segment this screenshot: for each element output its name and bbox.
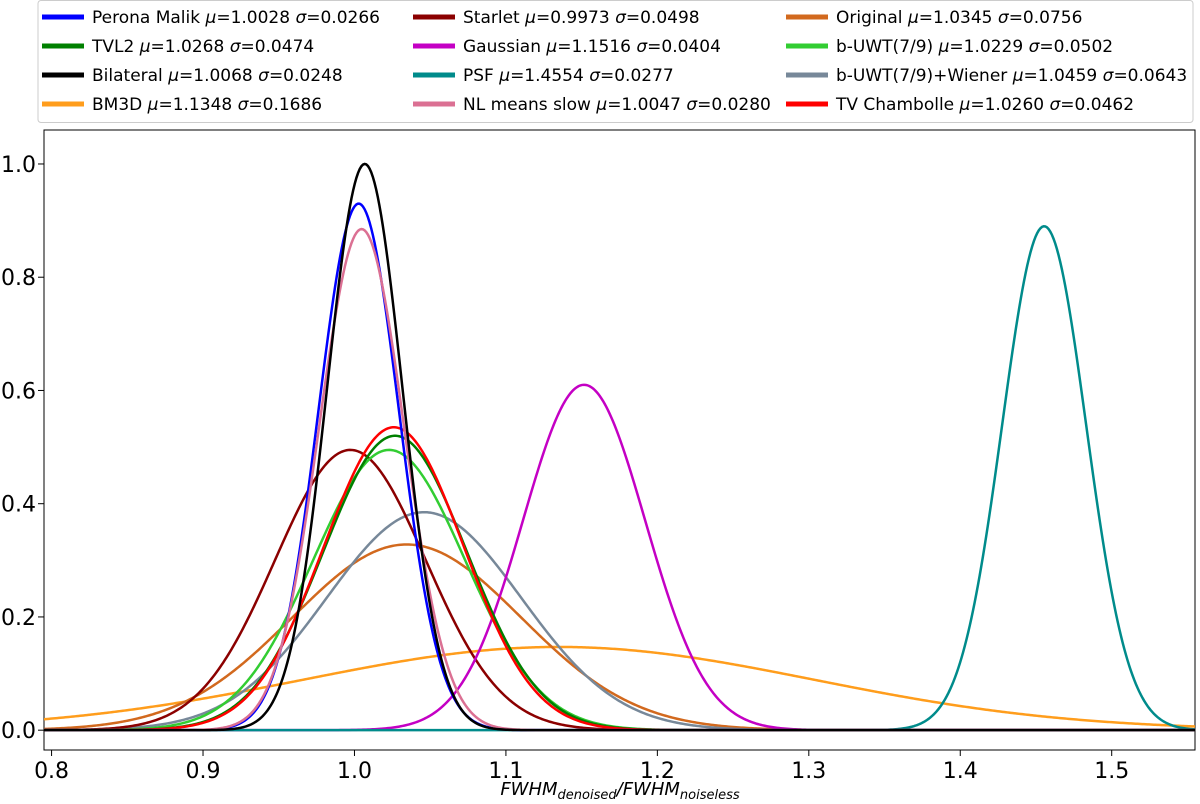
x-label-separator: / [615, 779, 625, 800]
legend-entry: Starlet μ=0.9973 σ=0.0498 [413, 8, 700, 28]
series-line-psf [44, 225, 1195, 732]
series-line-b-uwt-7-9- [44, 448, 1195, 732]
series-line-starlet [44, 448, 1195, 732]
legend-label: BM3D μ=1.1348 σ=0.1686 [92, 95, 322, 115]
x-tick-label: 0.9 [186, 759, 221, 784]
series-line-bilateral [44, 162, 1195, 732]
series-line-bm3d [44, 645, 1195, 728]
x-tick-label: 0.8 [34, 759, 69, 784]
plot-frame [43, 129, 1196, 751]
x-label-main-2: FWHM [623, 779, 681, 800]
legend-entry: b-UWT(7/9) μ=1.0229 σ=0.0502 [786, 37, 1113, 57]
series-line-nl-means-slow [44, 227, 1195, 732]
legend: Perona Malik μ=1.0028 σ=0.0266 TVL2 μ=1.0… [42, 8, 1187, 115]
y-tick-label: 1.0 [1, 153, 36, 178]
x-tick-label: 1.2 [640, 759, 675, 784]
legend-entry: Gaussian μ=1.1516 σ=0.0404 [413, 37, 721, 57]
x-label-sub-2: noiseless [680, 788, 740, 803]
legend-entry: NL means slow μ=1.0047 σ=0.0280 [413, 95, 771, 115]
legend-entry: Perona Malik μ=1.0028 σ=0.0266 [42, 8, 380, 28]
x-tick-label: 1.1 [488, 759, 523, 784]
legend-label: b-UWT(7/9)+Wiener μ=1.0459 σ=0.0643 [836, 66, 1187, 86]
legend-label: NL means slow μ=1.0047 σ=0.0280 [463, 95, 771, 115]
x-axis-label: FWHMdenoised/FWHMnoiseless [500, 779, 740, 803]
x-tick-label: 1.4 [943, 759, 978, 784]
x-label-sub-1: denoised [558, 788, 618, 803]
series-line-tvl2 [44, 434, 1195, 732]
x-tick-label: 1.0 [337, 759, 372, 784]
x-tick-label: 1.3 [791, 759, 826, 784]
legend-box [37, 0, 1194, 123]
legend-label: Perona Malik μ=1.0028 σ=0.0266 [92, 8, 380, 28]
curves [44, 162, 1195, 732]
legend-entry: PSF μ=1.4554 σ=0.0277 [413, 66, 674, 86]
legend-label: PSF μ=1.4554 σ=0.0277 [463, 66, 674, 86]
y-tick-label: 0.2 [1, 606, 36, 631]
y-tick-label: 0.6 [1, 379, 36, 404]
legend-entry: b-UWT(7/9)+Wiener μ=1.0459 σ=0.0643 [786, 66, 1187, 86]
legend-label: TV Chambolle μ=1.0260 σ=0.0462 [835, 95, 1134, 115]
y-tick-label: 0.4 [1, 493, 36, 518]
legend-label: Gaussian μ=1.1516 σ=0.0404 [463, 37, 721, 57]
legend-entry: TV Chambolle μ=1.0260 σ=0.0462 [786, 95, 1134, 115]
legend-label: b-UWT(7/9) μ=1.0229 σ=0.0502 [836, 37, 1113, 57]
y-tick-label: 0.0 [1, 719, 36, 744]
legend-entry: Bilateral μ=1.0068 σ=0.0248 [42, 66, 343, 86]
legend-entry: Original μ=1.0345 σ=0.0756 [786, 8, 1082, 28]
legend-label: Original μ=1.0345 σ=0.0756 [836, 8, 1082, 28]
x-axis-ticks: 0.8 0.9 1.0 1.1 1.2 1.3 1.4 1.5 [34, 750, 1129, 784]
series-line-gaussian [44, 383, 1195, 732]
legend-label: Starlet μ=0.9973 σ=0.0498 [463, 8, 700, 28]
legend-label: Bilateral μ=1.0068 σ=0.0248 [92, 66, 343, 86]
legend-entry: BM3D μ=1.1348 σ=0.1686 [42, 95, 322, 115]
series-line-perona-malik [44, 202, 1195, 732]
x-tick-label: 1.5 [1094, 759, 1129, 784]
x-label-main-1: FWHM [500, 779, 558, 800]
y-tick-label: 0.8 [1, 266, 36, 291]
legend-label: TVL2 μ=1.0268 σ=0.0474 [91, 37, 314, 57]
y-axis-ticks: 0.0 0.2 0.4 0.6 0.8 1.0 [1, 153, 44, 744]
legend-entry: TVL2 μ=1.0268 σ=0.0474 [42, 37, 314, 57]
